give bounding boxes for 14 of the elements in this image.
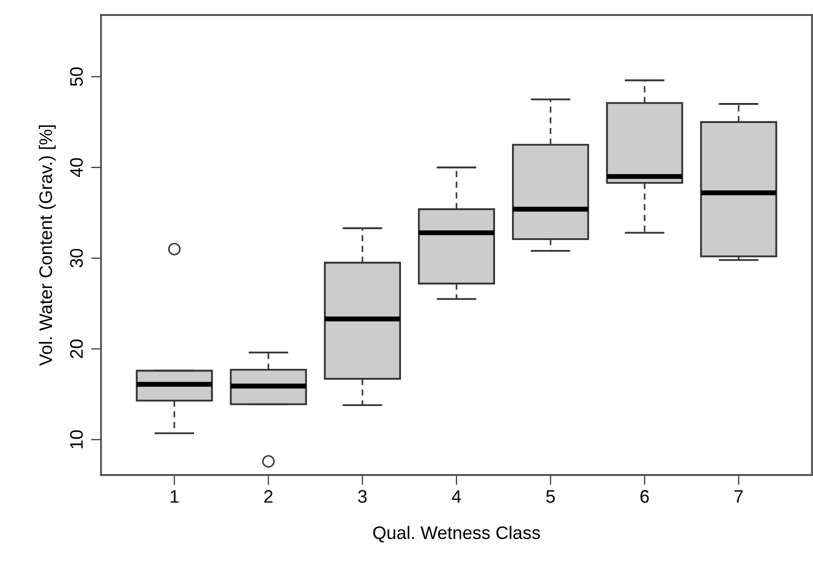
x-axis-title: Qual. Wetness Class [373, 526, 540, 542]
x-tick-label: 7 [734, 490, 743, 503]
x-tick-label: 2 [264, 490, 273, 503]
x-tick-label: 3 [358, 490, 367, 503]
y-axis-title: Vol. Water Content (Grav.) [%] [38, 125, 56, 366]
y-tick-label: 20 [70, 340, 83, 358]
y-tick-label: 40 [70, 158, 83, 178]
y-tick-label: 50 [70, 67, 83, 86]
x-tick-label: 1 [170, 490, 178, 503]
x-tick-label: 5 [546, 490, 555, 503]
y-tick-label: 10 [70, 430, 83, 448]
y-tick-label: 30 [70, 248, 83, 268]
x-tick-label: 4 [452, 490, 461, 503]
x-tick-label: 6 [640, 490, 649, 503]
